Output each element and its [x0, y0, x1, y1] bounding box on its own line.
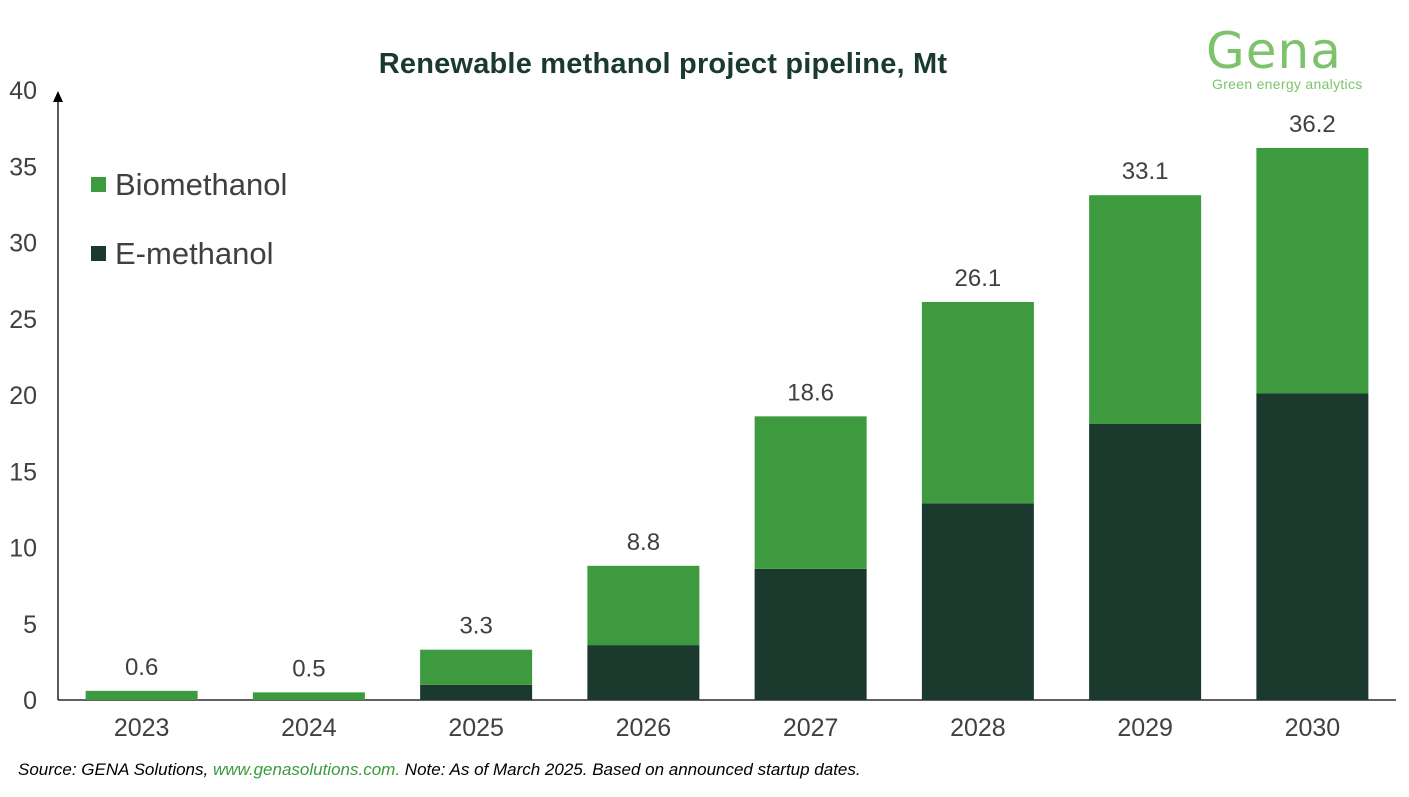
- x-tick-label: 2023: [114, 714, 170, 742]
- bar-segment-biomethanol: [252, 692, 365, 700]
- bar-segment-e-methanol: [1089, 423, 1202, 700]
- source-note: Source: GENA Solutions, www.genasolution…: [18, 760, 861, 780]
- y-tick-label: 10: [9, 535, 37, 563]
- bar-total-label: 8.8: [627, 529, 660, 556]
- bar-total-label: 33.1: [1122, 158, 1169, 185]
- legend-swatch: [91, 246, 106, 261]
- legend-label: Biomethanol: [115, 167, 287, 202]
- bar-segment-biomethanol: [921, 301, 1034, 504]
- y-tick-label: 30: [9, 230, 37, 258]
- gena-logo: Gena Green energy analytics: [1206, 26, 1386, 92]
- bar-segment-e-methanol: [754, 568, 867, 700]
- bar-total-label: 26.1: [955, 265, 1002, 292]
- y-axis-arrow-icon: [53, 91, 63, 102]
- y-tick-label: 35: [9, 153, 37, 181]
- x-tick-label: 2029: [1117, 714, 1173, 742]
- x-tick-label: 2026: [616, 714, 672, 742]
- bar-segment-biomethanol: [420, 649, 533, 685]
- y-tick-label: 40: [9, 77, 37, 105]
- legend-label: E-methanol: [115, 236, 274, 271]
- source-link[interactable]: www.genasolutions.com.: [212, 760, 401, 779]
- bar-segment-e-methanol: [1256, 393, 1369, 700]
- y-tick-label: 20: [9, 382, 37, 410]
- source-note-text: Note: As of March 2025. Based on announc…: [400, 760, 861, 779]
- x-tick-label: 2027: [783, 714, 839, 742]
- x-tick-label: 2030: [1285, 714, 1341, 742]
- bar-segment-biomethanol: [85, 690, 198, 700]
- bar-segment-e-methanol: [420, 684, 533, 700]
- logo-tagline: Green energy analytics: [1212, 76, 1363, 92]
- bar-segment-e-methanol: [587, 645, 700, 700]
- bar-total-label: 36.2: [1289, 111, 1336, 138]
- y-tick-label: 15: [9, 458, 37, 486]
- bar-total-label: 0.5: [292, 655, 325, 682]
- bar-total-label: 18.6: [787, 379, 834, 406]
- source-prefix: Source: GENA Solutions,: [18, 760, 213, 779]
- x-tick-label: 2024: [281, 714, 337, 742]
- bar-total-label: 3.3: [459, 613, 492, 640]
- x-tick-label: 2025: [448, 714, 504, 742]
- bar-segment-biomethanol: [587, 565, 700, 646]
- legend-swatch: [91, 177, 106, 192]
- bar-segment-e-methanol: [921, 503, 1034, 700]
- bar-total-label: 0.6: [125, 654, 158, 681]
- y-tick-label: 25: [9, 306, 37, 334]
- logo-wordmark: Gena: [1206, 22, 1342, 80]
- x-tick-label: 2028: [950, 714, 1006, 742]
- y-tick-label: 0: [23, 687, 37, 715]
- y-tick-label: 5: [23, 611, 37, 639]
- bar-segment-biomethanol: [1256, 147, 1369, 394]
- bar-segment-biomethanol: [1089, 195, 1202, 424]
- bar-segment-biomethanol: [754, 416, 867, 569]
- chart-title: Renewable methanol project pipeline, Mt: [378, 48, 948, 80]
